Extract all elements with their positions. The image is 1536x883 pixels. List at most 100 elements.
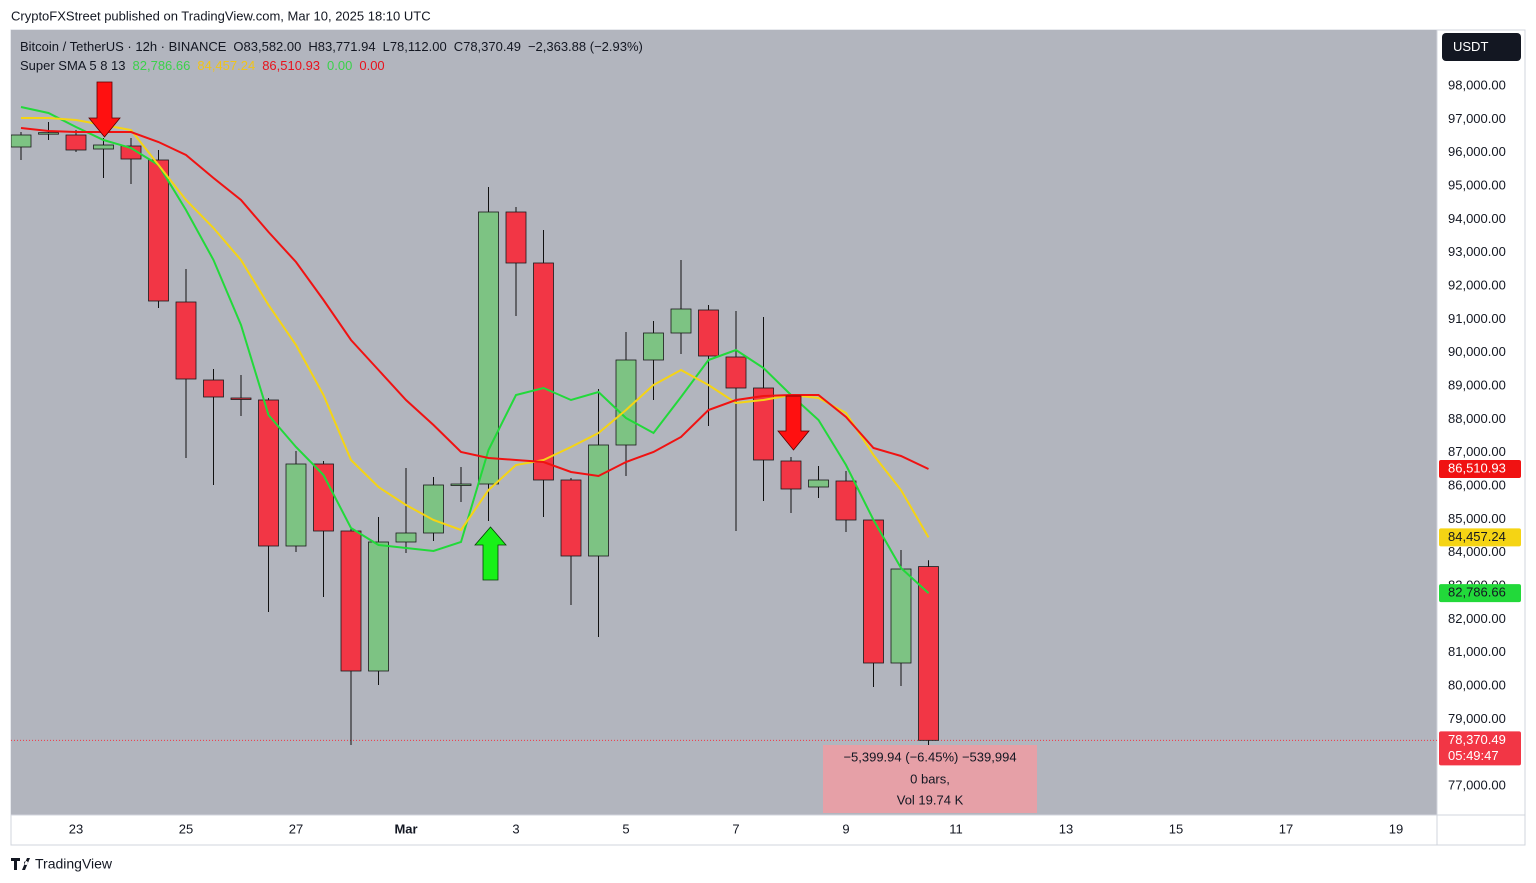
x-tick-label: 25 (179, 821, 193, 836)
publish-note: CryptoFXStreet published on TradingView.… (11, 8, 431, 23)
y-tick-label: 93,000.00 (1448, 244, 1506, 259)
y-tick-label: 94,000.00 (1448, 211, 1506, 226)
x-tick-label: 5 (622, 821, 629, 836)
candle-body (698, 309, 719, 357)
candle-body (560, 479, 582, 557)
candle-body (725, 356, 747, 389)
y-tick-label: 98,000.00 (1448, 77, 1506, 92)
y-tick-label: 88,000.00 (1448, 411, 1506, 426)
x-tick-label: 11 (949, 821, 963, 836)
candle-body (450, 483, 472, 486)
indicator-value: 0.00 (359, 58, 385, 73)
candle-body (505, 211, 527, 264)
price-badge-timer: 05:49:47 (1448, 748, 1499, 763)
sma-line (20, 106, 930, 594)
y-tick-label: 79,000.00 (1448, 711, 1506, 726)
candle-body (148, 159, 169, 302)
y-tick-label: 95,000.00 (1448, 177, 1506, 192)
x-tick-label: 15 (1169, 821, 1183, 836)
change-value: −2,363.88 (−2.93%) (527, 39, 643, 54)
currency-label[interactable]: USDT (1453, 39, 1488, 54)
price-badge (1439, 731, 1521, 766)
measure-text: Vol 19.74 K (897, 792, 964, 807)
candle-body (478, 211, 499, 485)
candle-body (395, 532, 417, 543)
y-tick-label: 86,000.00 (1448, 477, 1506, 492)
indicator-value: 0.00 (327, 58, 353, 73)
y-tick-label: 90,000.00 (1448, 344, 1506, 359)
indicator-row: Super SMA 5 8 13 82,786.66 84,457.24 86,510… (20, 56, 650, 75)
price-badge (1439, 584, 1521, 603)
y-tick-label: 89,000.00 (1448, 377, 1506, 392)
footer-logo: TradingView (11, 856, 113, 872)
price-badge-label: 86,510.93 (1448, 460, 1506, 475)
currency-button[interactable]: USDT (1442, 33, 1521, 61)
candle-body (808, 479, 829, 488)
candle-body (175, 301, 197, 380)
measure-bg (823, 745, 1037, 813)
candle-body (11, 134, 32, 148)
candle-body (533, 262, 554, 481)
y-tick-label: 80,000.00 (1448, 677, 1506, 692)
candle-body (423, 484, 444, 534)
candle-body (340, 530, 362, 672)
indicator-value: 86,510.93 (262, 58, 321, 73)
candle-body (835, 480, 857, 521)
candle-body (643, 332, 664, 361)
measure-text: −5,399.94 (−6.45%) −539,994 (843, 749, 1016, 764)
candle-body (258, 399, 279, 547)
x-tick-label: 23 (69, 821, 83, 836)
indicator-value: 82,786.66 (132, 58, 191, 73)
signal-arrows (88, 81, 810, 581)
ohlc-value: C78,370.49 (453, 39, 521, 54)
x-tick-label: Mar (394, 821, 417, 836)
candle-body (615, 359, 637, 446)
symbol-row: Bitcoin / TetherUS · 12h · BINANCE O83,58… (20, 37, 650, 56)
candle-body (780, 460, 802, 490)
x-tick-label: 19 (1389, 821, 1403, 836)
candle-body (203, 379, 224, 398)
indicator-value: 84,457.24 (197, 58, 256, 73)
candle-body (120, 145, 142, 160)
candle-body (588, 444, 609, 557)
legend-header: Bitcoin / TetherUS · 12h · BINANCE O83,58… (20, 37, 650, 75)
y-tick-label: 96,000.00 (1448, 144, 1506, 159)
candle-body (65, 134, 87, 151)
price-badge-label: 78,370.49 (1448, 732, 1506, 747)
candle-body (230, 397, 252, 400)
plot-area (11, 30, 1437, 815)
sma-line (20, 127, 929, 478)
price-badge-label: 82,786.66 (1448, 585, 1506, 600)
ohlc-value: O83,582.00 (233, 39, 302, 54)
candle-body (93, 144, 114, 150)
x-tick-label: 13 (1059, 821, 1073, 836)
y-tick-label: 87,000.00 (1448, 444, 1506, 459)
price-badge (1439, 459, 1521, 478)
footer-brand: TradingView (35, 856, 113, 872)
axes: 77,000.0078,000.0079,000.0080,000.0081,0… (69, 77, 1521, 836)
y-tick-label: 82,000.00 (1448, 611, 1506, 626)
candle-body (38, 132, 59, 135)
sell-arrow (88, 81, 121, 138)
y-tick-label: 97,000.00 (1448, 111, 1506, 126)
price-badge-label: 84,457.24 (1448, 529, 1506, 544)
measure-box: −5,399.94 (−6.45%) −539,994 0 bars, Vol … (823, 745, 1037, 813)
symbol: Bitcoin / TetherUS · 12h · BINANCE (20, 39, 227, 54)
measure-text: 0 bars, (910, 771, 950, 786)
ohlc-value: H83,771.94 (308, 39, 376, 54)
y-tick-label: 92,000.00 (1448, 277, 1506, 292)
x-tick-label: 17 (1279, 821, 1293, 836)
y-tick-label: 85,000.00 (1448, 511, 1506, 526)
candle-body (313, 463, 334, 532)
y-tick-label: 84,000.00 (1448, 544, 1506, 559)
indicator-name: Super SMA 5 8 13 (20, 58, 126, 73)
y-tick-label: 81,000.00 (1448, 644, 1506, 659)
y-tick-label: 91,000.00 (1448, 311, 1506, 326)
plot (11, 106, 1437, 749)
y-tick-label: 77,000.00 (1448, 777, 1506, 792)
candle-body (863, 519, 884, 664)
currency-button-bg[interactable] (1442, 33, 1521, 61)
price-badge (1439, 528, 1521, 547)
